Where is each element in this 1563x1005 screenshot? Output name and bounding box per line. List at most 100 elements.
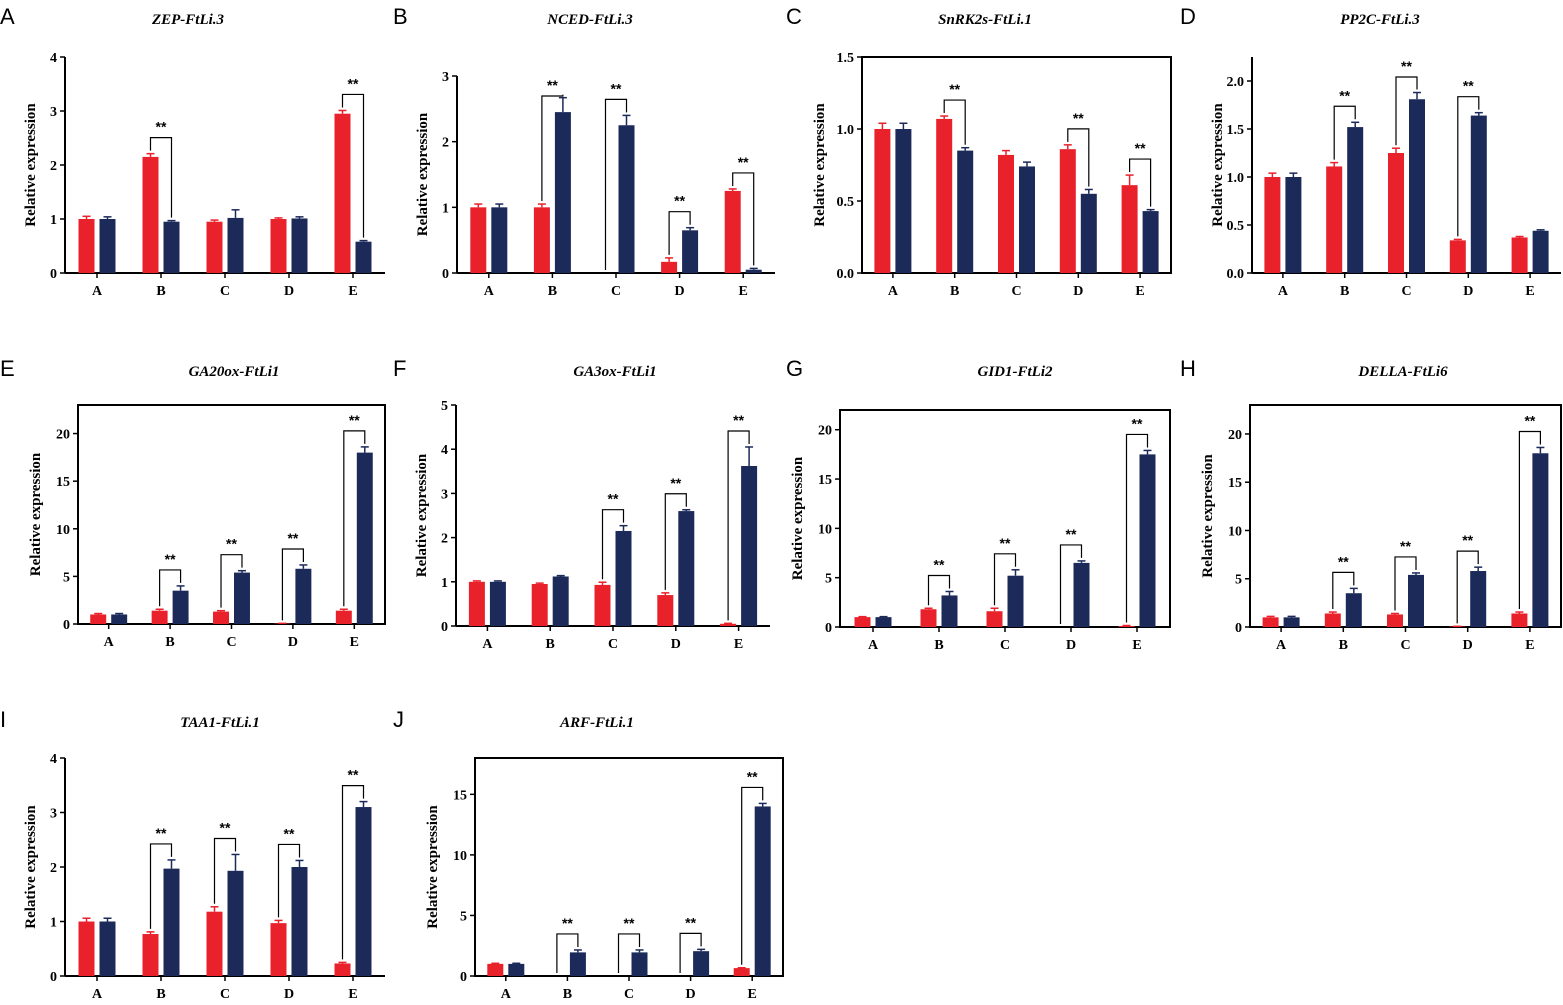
y-tick-label: 1	[442, 201, 449, 216]
significance-bracket	[341, 93, 365, 238]
significance-bracket	[668, 211, 691, 255]
y-tick-label: 0	[441, 620, 448, 635]
significance-bracket	[1395, 76, 1418, 146]
significance-label: **	[348, 767, 359, 783]
x-tick-label: C	[226, 635, 236, 650]
y-axis-label: Relative expression	[415, 112, 431, 236]
blue-bar	[227, 217, 244, 273]
significance-bracket	[741, 786, 764, 965]
red-bar	[1262, 617, 1279, 627]
x-tick-label: E	[350, 635, 359, 650]
red-bar	[142, 934, 159, 976]
red-bar	[335, 610, 352, 624]
panel-letter: A	[0, 4, 15, 29]
blue-bar	[875, 617, 892, 627]
significance-label: **	[226, 536, 237, 552]
y-tick-label: 0.0	[837, 267, 855, 282]
y-tick-label: 0	[50, 970, 57, 985]
significance-label: **	[608, 491, 619, 507]
y-tick-label: 20	[818, 424, 832, 439]
red-bar	[874, 129, 891, 273]
red-bar	[151, 610, 168, 624]
red-bar	[334, 963, 351, 976]
y-tick-label: 10	[56, 523, 70, 538]
red-bar	[1511, 237, 1528, 273]
panel-J: J ARF-FtLi.1 0 5 10 15 Relative expression A B C D…	[393, 707, 784, 1002]
panel-letter: G	[786, 356, 803, 381]
y-tick-label: 1.0	[1227, 171, 1245, 186]
red-bar	[78, 921, 95, 976]
blue-bar	[754, 806, 771, 976]
y-tick-label: 1.5	[837, 51, 855, 66]
plot-frame	[474, 757, 784, 977]
panel-A: A ZEP-FtLi.3 0 1 2 3 4 Relative expression A B C D E…	[0, 4, 385, 299]
blue-bar	[895, 129, 912, 273]
red-bar	[998, 154, 1014, 273]
x-tick-label: B	[548, 284, 557, 299]
y-tick-label: 0	[825, 621, 832, 636]
panel-G: G GID1-FtLi2 0 5 10 15 20 Relative expression A B…	[786, 356, 1171, 653]
x-tick-label: C	[608, 637, 618, 652]
y-tick-label: 2	[50, 861, 57, 876]
x-tick-label: B	[950, 284, 959, 299]
significance-bracket	[1332, 571, 1355, 610]
y-tick-label: 0.0	[1227, 267, 1245, 282]
significance-bracket	[1333, 105, 1356, 160]
red-bar	[1118, 626, 1135, 627]
y-tick-label: 3	[441, 487, 448, 502]
panel-title: GID1-FtLi2	[978, 364, 1054, 380]
x-tick-label: C	[220, 284, 230, 299]
significance-bracket	[1457, 96, 1480, 237]
y-tick-label: 1	[50, 916, 57, 931]
significance-bracket	[993, 553, 1017, 606]
x-tick-label: A	[92, 987, 103, 1002]
significance-bracket	[1059, 544, 1083, 624]
y-axis-label: Relative expression	[1200, 454, 1216, 578]
blue-bar	[227, 870, 244, 976]
red-bar	[854, 617, 871, 627]
significance-bracket	[604, 98, 628, 270]
x-tick-label: B	[1340, 284, 1349, 299]
blue-bar	[111, 614, 128, 624]
red-bar	[1511, 613, 1528, 627]
panel-F: F GA3ox-FtLi1 0 1 2 3 4 5 Relative expression A B C…	[393, 356, 770, 652]
significance-label: **	[733, 412, 744, 428]
y-axis-label: Relative expression	[23, 103, 39, 227]
red-bar	[986, 611, 1003, 627]
significance-label: **	[1462, 532, 1473, 548]
blue-bar	[163, 868, 180, 976]
x-tick-label: A	[92, 284, 103, 299]
blue-bar	[1532, 453, 1549, 627]
red-bar	[470, 207, 487, 273]
x-tick-label: B	[156, 987, 165, 1002]
plot-frame	[1249, 404, 1562, 628]
significance-label: **	[1132, 415, 1143, 431]
significance-bracket	[1518, 430, 1541, 610]
significance-label: **	[747, 768, 758, 784]
panel-letter: F	[393, 356, 406, 381]
blue-bar	[682, 230, 699, 273]
significance-label: **	[611, 80, 622, 96]
blue-bar	[1409, 99, 1425, 274]
significance-label: **	[220, 819, 231, 835]
x-tick-label: A	[1276, 638, 1287, 653]
blue-bar	[356, 452, 373, 624]
red-bar	[468, 581, 485, 626]
x-tick-label: D	[284, 987, 294, 1002]
panel-letter: B	[393, 4, 408, 29]
blue-bar	[1470, 571, 1487, 627]
y-tick-label: 15	[56, 475, 70, 490]
red-bar	[920, 609, 937, 627]
y-tick-label: 10	[818, 522, 832, 537]
y-tick-label: 20	[1228, 428, 1242, 443]
red-bar	[78, 219, 95, 273]
significance-label: **	[934, 556, 945, 572]
significance-label: **	[674, 193, 685, 209]
y-tick-label: 15	[453, 788, 467, 803]
y-axis-label: Relative expression	[790, 456, 806, 580]
y-tick-label: 0.5	[837, 195, 855, 210]
panel-title: PP2C-FtLi.3	[1340, 12, 1420, 28]
y-tick-label: 20	[56, 428, 70, 443]
plot-frame	[77, 404, 386, 625]
red-bar	[206, 911, 223, 976]
